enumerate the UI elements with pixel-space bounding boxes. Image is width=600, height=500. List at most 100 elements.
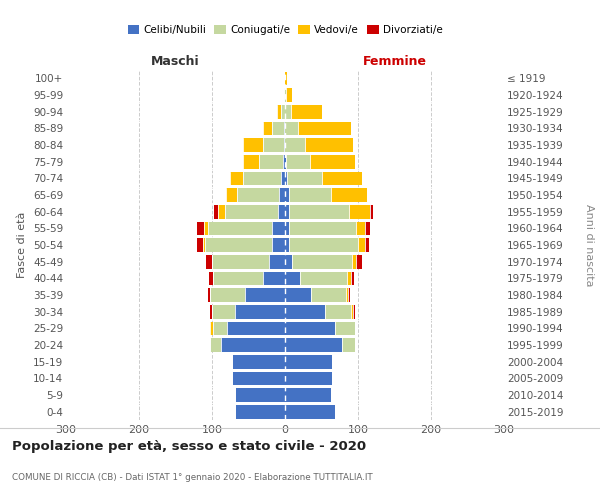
Bar — [286, 155, 310, 168]
Bar — [285, 222, 289, 235]
Bar — [281, 105, 285, 118]
Bar — [335, 322, 355, 335]
Bar — [208, 222, 272, 235]
Bar — [279, 188, 285, 202]
Bar — [277, 105, 281, 118]
Bar — [272, 122, 284, 135]
Bar — [285, 205, 289, 218]
Bar — [205, 238, 272, 252]
Bar — [285, 105, 291, 118]
Bar — [350, 305, 353, 318]
Bar — [210, 305, 212, 318]
Bar — [285, 138, 305, 152]
Bar — [208, 288, 210, 302]
Bar — [204, 222, 208, 235]
Bar — [285, 238, 289, 252]
Bar — [310, 155, 355, 168]
Bar — [263, 272, 285, 285]
Bar — [225, 205, 278, 218]
Bar — [365, 238, 369, 252]
Bar — [244, 172, 281, 185]
Bar — [370, 205, 373, 218]
Bar — [289, 222, 356, 235]
Bar — [232, 372, 285, 385]
Bar — [289, 188, 331, 202]
Bar — [356, 222, 365, 235]
Text: Maschi: Maschi — [151, 54, 200, 68]
Bar — [285, 272, 299, 285]
Bar — [285, 322, 335, 335]
Bar — [210, 322, 214, 335]
Bar — [346, 288, 348, 302]
Bar — [263, 138, 284, 152]
Bar — [331, 188, 367, 202]
Bar — [352, 255, 356, 268]
Bar — [203, 238, 205, 252]
Bar — [285, 288, 311, 302]
Bar — [311, 288, 346, 302]
Bar — [259, 155, 283, 168]
Bar — [197, 222, 204, 235]
Bar — [278, 205, 285, 218]
Bar — [272, 222, 285, 235]
Bar — [286, 88, 292, 102]
Bar — [299, 272, 347, 285]
Bar — [284, 88, 285, 102]
Bar — [322, 172, 362, 185]
Bar — [209, 272, 214, 285]
Bar — [285, 88, 286, 102]
Bar — [285, 172, 287, 185]
Bar — [212, 255, 269, 268]
Bar — [285, 305, 325, 318]
Text: Femmine: Femmine — [362, 54, 427, 68]
Y-axis label: Fasce di età: Fasce di età — [17, 212, 28, 278]
Bar — [349, 205, 370, 218]
Bar — [237, 188, 279, 202]
Bar — [285, 72, 287, 85]
Bar — [285, 405, 335, 418]
Bar — [212, 305, 235, 318]
Bar — [289, 205, 349, 218]
Bar — [284, 122, 285, 135]
Bar — [272, 238, 285, 252]
Y-axis label: Anni di nascita: Anni di nascita — [584, 204, 595, 286]
Bar — [285, 155, 286, 168]
Bar — [285, 388, 331, 402]
Bar — [325, 305, 350, 318]
Bar — [292, 255, 352, 268]
Bar — [285, 338, 342, 352]
Bar — [342, 338, 355, 352]
Bar — [235, 405, 285, 418]
Bar — [235, 305, 285, 318]
Bar — [285, 255, 292, 268]
Bar — [214, 322, 227, 335]
Bar — [214, 272, 263, 285]
Bar — [285, 188, 289, 202]
Text: Popolazione per età, sesso e stato civile - 2020: Popolazione per età, sesso e stato civil… — [12, 440, 366, 453]
Bar — [285, 122, 298, 135]
Legend: Celibi/Nubili, Coniugati/e, Vedovi/e, Divorziati/e: Celibi/Nubili, Coniugati/e, Vedovi/e, Di… — [124, 21, 446, 40]
Bar — [281, 172, 285, 185]
Bar — [365, 222, 370, 235]
Bar — [356, 255, 362, 268]
Bar — [245, 288, 285, 302]
Bar — [285, 355, 332, 368]
Bar — [283, 155, 285, 168]
Bar — [353, 305, 355, 318]
Bar — [358, 238, 365, 252]
Bar — [298, 122, 350, 135]
Bar — [285, 372, 332, 385]
Bar — [287, 172, 322, 185]
Bar — [210, 288, 245, 302]
Bar — [210, 338, 221, 352]
Bar — [284, 138, 285, 152]
Bar — [218, 205, 225, 218]
Bar — [232, 355, 285, 368]
Text: COMUNE DI RICCIA (CB) - Dati ISTAT 1° gennaio 2020 - Elaborazione TUTTITALIA.IT: COMUNE DI RICCIA (CB) - Dati ISTAT 1° ge… — [12, 473, 373, 482]
Bar — [230, 172, 244, 185]
Bar — [227, 322, 285, 335]
Bar — [235, 388, 285, 402]
Bar — [347, 272, 350, 285]
Bar — [226, 188, 237, 202]
Bar — [244, 155, 259, 168]
